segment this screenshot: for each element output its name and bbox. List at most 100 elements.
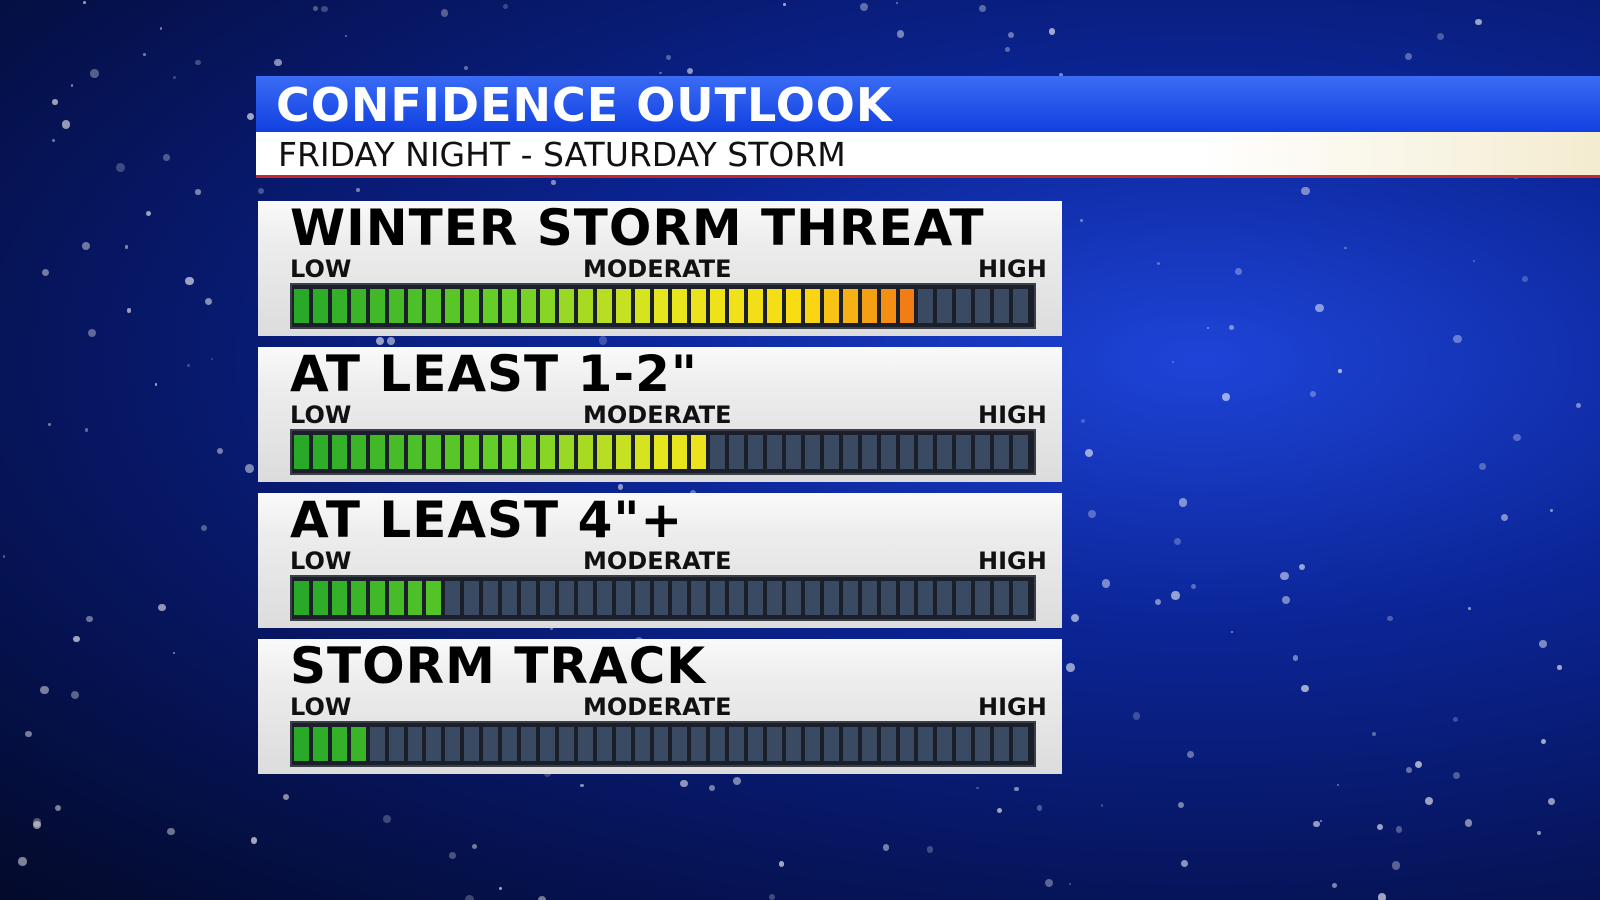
snowflake [1344, 246, 1348, 250]
snowflake [1058, 72, 1063, 77]
filled-segment [331, 289, 347, 323]
low-label: LOW [290, 693, 352, 721]
snowflake [926, 846, 934, 853]
empty-segment [540, 581, 555, 615]
filled-segment [369, 581, 385, 615]
snowflake [882, 844, 889, 851]
empty-segment [937, 289, 953, 323]
empty-segment [1013, 289, 1028, 323]
snowflake [54, 804, 61, 812]
snowflake [449, 852, 456, 859]
empty-segment [956, 581, 972, 615]
empty-segment [994, 727, 1010, 761]
filled-segment [634, 435, 650, 469]
filled-segment [331, 581, 347, 615]
empty-segment [502, 581, 518, 615]
snowflake [1478, 463, 1486, 470]
empty-segment [842, 435, 858, 469]
snowflake [283, 794, 290, 801]
snowflake [1299, 564, 1306, 571]
empty-segment [521, 727, 536, 761]
panel-title: AT LEAST 1-2" [290, 345, 698, 403]
empty-segment [918, 289, 934, 323]
snowflake [1378, 893, 1387, 900]
snowflake [1475, 18, 1482, 26]
empty-segment [710, 581, 726, 615]
snowflake [1453, 335, 1462, 344]
empty-segment [729, 581, 745, 615]
filled-segment [521, 289, 536, 323]
empty-segment [994, 435, 1010, 469]
snowflake [1132, 711, 1141, 720]
confidence-meter [290, 721, 1036, 767]
snowflake [126, 308, 132, 313]
empty-segment [445, 581, 461, 615]
snowflake [32, 818, 42, 827]
empty-segment [748, 435, 764, 469]
snowflake [769, 894, 775, 900]
filled-segment [710, 289, 726, 323]
snowflake [1453, 717, 1458, 722]
empty-segment [956, 435, 972, 469]
filled-segment [350, 581, 366, 615]
snowflake [356, 188, 361, 192]
snowflake [1231, 630, 1234, 633]
empty-segment [823, 435, 839, 469]
snowflake [1070, 613, 1080, 623]
empty-segment [899, 581, 915, 615]
snowflake [1387, 615, 1393, 622]
snowflake [1541, 738, 1547, 744]
empty-segment [899, 727, 915, 761]
filled-segment [786, 289, 801, 323]
empty-segment [804, 581, 820, 615]
empty-segment [502, 727, 518, 761]
filled-segment [502, 289, 518, 323]
empty-segment [577, 727, 593, 761]
high-label: HIGH [978, 401, 1047, 429]
snowflake [1549, 508, 1554, 513]
snowflake [142, 52, 146, 56]
empty-segment [691, 581, 707, 615]
snowflake [61, 119, 71, 129]
snowflake [1501, 513, 1509, 522]
snowflake [1154, 598, 1161, 605]
snowflake [1557, 665, 1562, 670]
moderate-label: MODERATE [583, 401, 732, 429]
empty-segment [483, 581, 499, 615]
empty-segment [634, 581, 650, 615]
snowflake [41, 268, 49, 277]
snowflake [498, 886, 503, 891]
filled-segment [388, 289, 404, 323]
empty-segment [880, 727, 896, 761]
empty-segment [615, 727, 631, 761]
snowflake [82, 241, 91, 250]
snowflake [51, 138, 56, 143]
filled-segment [388, 435, 404, 469]
empty-segment [823, 581, 839, 615]
filled-segment [407, 435, 423, 469]
snowflake [83, 1, 87, 5]
empty-segment [1013, 727, 1028, 761]
filled-segment [521, 435, 536, 469]
filled-segment [577, 435, 593, 469]
empty-segment [994, 581, 1010, 615]
filled-segment [653, 289, 669, 323]
snowflake [440, 9, 448, 17]
snowflake [1081, 419, 1086, 424]
snowflake [659, 71, 662, 75]
filled-segment [464, 435, 480, 469]
confidence-meter [290, 575, 1036, 621]
snowflake [376, 336, 385, 345]
empty-segment [937, 581, 953, 615]
snowflake [201, 524, 208, 531]
filled-segment [294, 435, 309, 469]
filled-segment [540, 289, 555, 323]
empty-segment [937, 727, 953, 761]
snowflake [146, 210, 152, 216]
snowflake [1180, 859, 1188, 867]
filled-segment [294, 581, 309, 615]
filled-segment [596, 435, 612, 469]
snowflake [1007, 31, 1015, 38]
filled-segment [880, 289, 896, 323]
snowflake [1206, 326, 1210, 330]
